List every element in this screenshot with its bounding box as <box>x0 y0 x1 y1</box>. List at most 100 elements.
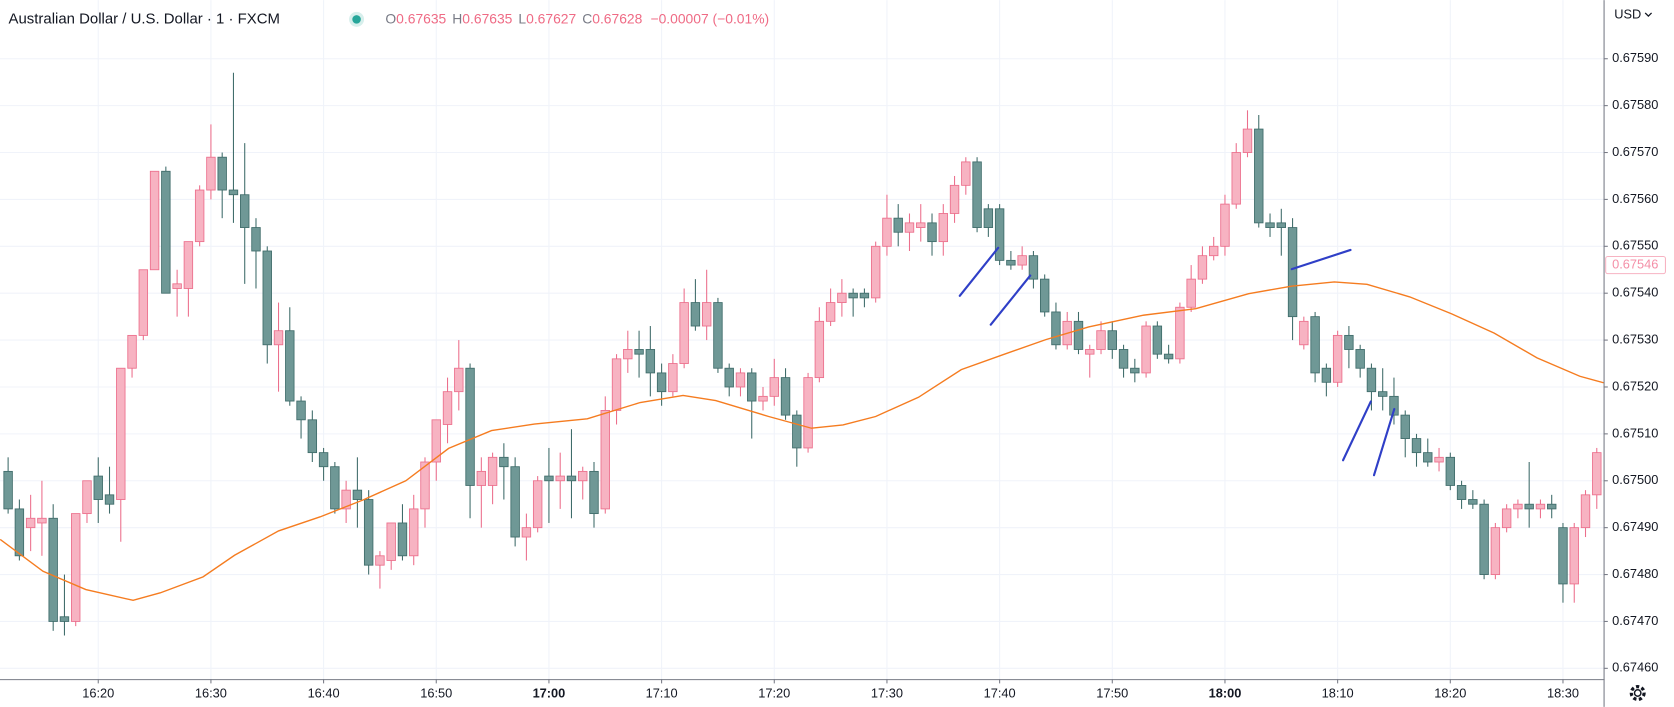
y-tick-label: 0.67580 <box>1612 97 1658 112</box>
y-tick-label: 0.67520 <box>1612 378 1658 393</box>
candle-body <box>1445 456 1456 486</box>
candle-body <box>1344 334 1354 350</box>
candle-body <box>59 616 70 622</box>
candle-body <box>1017 255 1027 266</box>
x-tick-label: 16:30 <box>195 685 227 700</box>
candle-body <box>228 189 239 196</box>
candle-body <box>341 489 351 510</box>
candle-body <box>1513 503 1523 510</box>
candle-body <box>1175 306 1185 360</box>
candle-body <box>600 410 610 510</box>
candle-body <box>893 217 903 233</box>
candle-body <box>837 292 847 304</box>
trend-line <box>1290 248 1352 271</box>
ohlc-key: C <box>582 10 592 26</box>
candle-body <box>1310 316 1320 374</box>
candle-body <box>93 475 103 500</box>
candle-body <box>927 222 937 243</box>
candle-body <box>1254 128 1264 224</box>
candle-body <box>1096 330 1106 350</box>
candle-body <box>623 349 633 360</box>
candle-body <box>544 475 554 482</box>
candle-body <box>904 222 915 233</box>
candle-body <box>1208 245 1219 257</box>
trend-line <box>989 274 1032 326</box>
candle-body <box>3 470 13 510</box>
candle-body <box>1468 499 1478 505</box>
x-tick-label: 16:20 <box>82 685 114 700</box>
dropdown-caret[interactable] <box>1644 12 1653 18</box>
candle-body <box>589 470 599 515</box>
candle-body <box>420 461 430 510</box>
grid <box>0 0 1604 680</box>
y-tick-label: 0.67590 <box>1612 50 1658 65</box>
ohlc-value: 0.67635 <box>396 10 446 26</box>
x-tick-label: 16:40 <box>308 685 340 700</box>
candle-body <box>296 400 306 421</box>
candle-body <box>1411 438 1422 454</box>
candle-body <box>1073 320 1084 350</box>
candle-body <box>656 372 667 393</box>
candle-body <box>578 470 588 482</box>
x-tick-label: 17:40 <box>984 685 1016 700</box>
candle-body <box>510 466 520 538</box>
price-axis-bg <box>1604 0 1674 707</box>
candle-body <box>983 208 994 228</box>
y-tick-label: 0.67480 <box>1612 566 1658 581</box>
settings-button[interactable] <box>1629 684 1646 702</box>
candle-body <box>1163 353 1174 360</box>
ohlc-legend: O0.67635 H0.67635 L0.67627 C0.67628 −0.0… <box>385 10 769 26</box>
candle-body <box>611 358 622 411</box>
candle-body <box>690 302 701 327</box>
candle-body <box>1355 349 1365 369</box>
candle-body <box>679 302 689 364</box>
candle-body <box>1085 349 1095 355</box>
candle-body <box>363 499 374 566</box>
candle-body <box>318 452 329 468</box>
candle-body <box>104 494 115 505</box>
candle-body <box>1378 391 1388 397</box>
candle-body <box>1501 508 1512 529</box>
candle-body <box>240 194 250 228</box>
candle-body <box>206 156 216 191</box>
candle-body <box>1141 325 1151 374</box>
candle-body <box>1569 527 1579 585</box>
ohlc-key: L <box>518 10 526 26</box>
candle-body <box>487 456 498 486</box>
y-tick-label: 0.67530 <box>1612 331 1658 346</box>
candle-body <box>668 363 678 393</box>
currency-selector[interactable]: USD <box>1614 6 1641 21</box>
status-dot <box>352 15 361 24</box>
candle-body <box>1400 414 1410 439</box>
candle-body <box>1028 255 1039 280</box>
x-tick-label: 17:20 <box>758 685 790 700</box>
candle-body <box>1321 367 1332 383</box>
candle-body <box>1389 395 1399 416</box>
y-tick-label: 0.67470 <box>1612 613 1658 628</box>
ohlc-value: 0.67627 <box>526 10 576 26</box>
candle-body <box>566 475 577 482</box>
y-tick-label: 0.67550 <box>1612 238 1658 253</box>
candle-body <box>138 269 149 336</box>
gear-center <box>1633 689 1642 697</box>
candle-body <box>1287 227 1298 318</box>
candle-body <box>149 170 160 271</box>
candle-body <box>330 466 340 510</box>
trend-line <box>958 246 1000 297</box>
candle-body <box>1039 278 1050 313</box>
candle-body <box>1130 367 1140 374</box>
candle-body <box>307 419 318 454</box>
candle-body <box>1197 255 1208 280</box>
candle-body <box>454 367 464 393</box>
candle-body <box>1186 278 1196 308</box>
candle-body <box>1490 527 1501 575</box>
candle-body <box>386 522 396 561</box>
candle-body <box>1107 330 1117 350</box>
candle-body <box>961 161 971 186</box>
ohlc-key: O <box>385 10 396 26</box>
candle-body <box>735 372 746 388</box>
ohlc-key: H <box>452 10 462 26</box>
y-tick-label: 0.67540 <box>1612 285 1658 300</box>
candle-body <box>14 508 25 557</box>
